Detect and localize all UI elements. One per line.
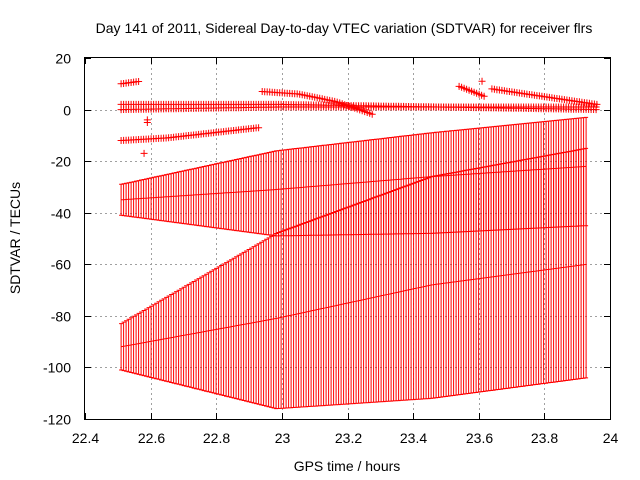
point-series-7 [117, 124, 263, 144]
chart-title: Day 141 of 2011, Sidereal Day-to-day VTE… [96, 20, 593, 36]
x-tick-label: 22.8 [203, 430, 230, 446]
outlier-point [143, 118, 151, 126]
x-tick-label: 23 [275, 430, 291, 446]
x-axis-label: GPS time / hours [294, 458, 401, 474]
y-tick-label: -80 [51, 309, 71, 325]
point-series-6 [455, 82, 488, 100]
y-axis-label: SDTVAR / TECUs [7, 182, 23, 294]
y-tick-label: 0 [63, 103, 71, 119]
y-tick-label: -60 [51, 257, 71, 273]
errorbar-center-line [121, 263, 587, 348]
point-series-5 [488, 85, 601, 108]
x-tick-label: 22.6 [138, 430, 165, 446]
outlier-point [478, 77, 486, 85]
plot-area [117, 77, 601, 410]
x-tick-label: 22.4 [72, 430, 99, 446]
y-tick-label: -100 [43, 360, 71, 376]
point-series-4 [258, 88, 376, 118]
outlier-point [140, 149, 148, 157]
errorbar-center-line [121, 165, 587, 201]
y-tick-label: -40 [51, 206, 71, 222]
errorbar-caps [119, 116, 589, 237]
y-tick-label: 20 [55, 51, 71, 67]
plot-frame [84, 57, 611, 420]
y-tick-label: -120 [43, 412, 71, 428]
x-tick-label: 23.6 [466, 430, 493, 446]
point-series-markers [258, 88, 376, 118]
outlier-points [140, 77, 486, 157]
point-series-markers [455, 82, 488, 100]
x-tick-label: 23.8 [531, 430, 558, 446]
point-series-3 [117, 78, 143, 88]
x-tick-label: 24 [603, 430, 619, 446]
axis-ticks: 22.4 22.6 22.8 23 23.2 23.4 23.6 23.8 24 -120 -100… [43, 51, 619, 447]
point-series-markers [488, 85, 601, 108]
point-series-markers [117, 78, 143, 88]
x-tick-label: 23.2 [335, 430, 362, 446]
x-tick-label: 23.4 [400, 430, 427, 446]
errorbar-series-2 [119, 116, 589, 237]
y-tick-label: -20 [51, 154, 71, 170]
point-series-markers [117, 100, 600, 111]
point-series-2 [117, 100, 600, 111]
point-series-markers [117, 124, 263, 144]
